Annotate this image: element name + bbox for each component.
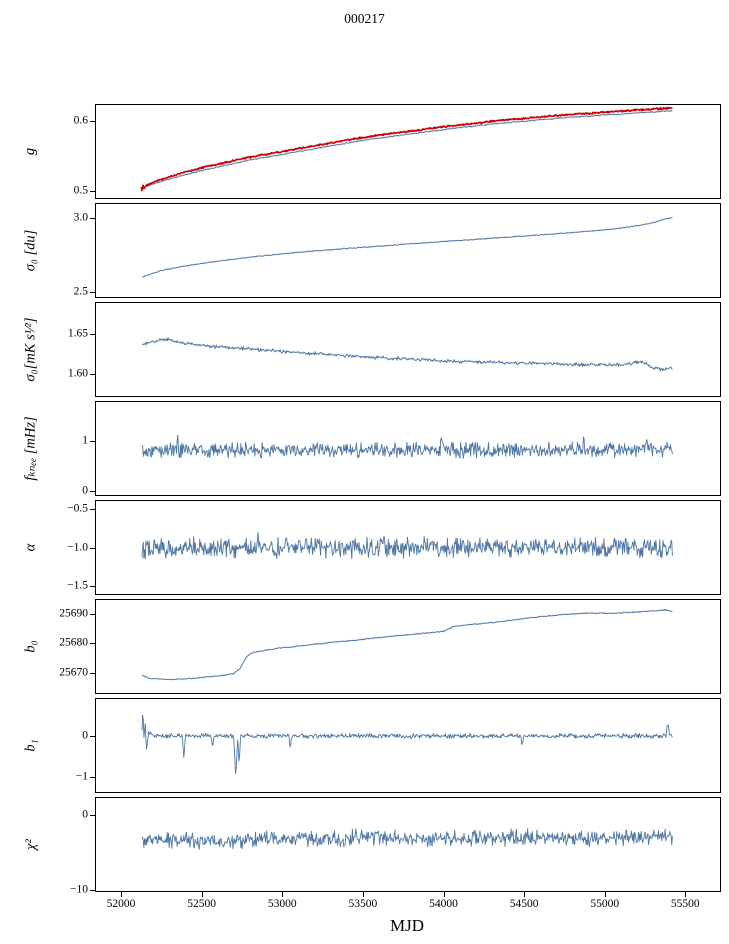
y-tick-mark	[90, 491, 95, 492]
plot-area-alpha	[141, 531, 673, 560]
x-tick-mark	[604, 892, 606, 897]
figure-title: 000217	[344, 11, 385, 26]
plot-area-fknee	[141, 434, 673, 459]
y-tick-label: −10	[70, 882, 88, 895]
y-axis-label-text: g	[22, 147, 39, 156]
panels-container: 0.5 0.6 g 2.5 3.0 σ₀ [du] 1.60 1.65 σ₀[mK s¹⁄²] 0…	[22, 104, 721, 910]
y-tick-label: 25690	[59, 607, 88, 620]
y-tick-label: 0	[82, 807, 88, 820]
y-axis-label-sigma0-du: σ₀ [du]	[18, 204, 44, 297]
y-tick-label: −1.5	[67, 579, 88, 592]
y-tick-label: 2.5	[73, 285, 88, 298]
plot-area-b1	[141, 714, 673, 775]
x-tick-label: 55500	[670, 898, 700, 910]
x-tick-mark	[443, 892, 445, 897]
y-tick-label: 25680	[59, 636, 88, 649]
y-axis-label-text: b₁	[22, 739, 39, 752]
plot-area-b0	[141, 608, 673, 681]
x-tick-mark	[201, 892, 203, 897]
x-tick-label: 53500	[348, 898, 378, 910]
plot-area-sigma0-du	[141, 216, 673, 278]
y-axis-label-text: σ₀ [du]	[22, 229, 39, 272]
y-tick-label: 0.5	[73, 184, 88, 197]
y-tick-mark	[90, 120, 95, 122]
y-tick-label: 0	[82, 729, 88, 742]
y-tick-mark	[90, 218, 95, 219]
y-axis-label-text: fₖₙₑₑ [mHz]	[22, 416, 39, 481]
y-axis-label-chi2: χ²	[18, 798, 44, 891]
y-tick-mark	[90, 889, 95, 891]
plot-area-chi2	[141, 828, 673, 850]
y-axis-label-g: g	[18, 105, 44, 198]
y-axis-label-text: χ²	[22, 839, 39, 850]
x-tick-label: 52500	[187, 898, 216, 910]
y-tick-label: 25670	[59, 665, 88, 678]
x-tick-mark	[362, 892, 364, 897]
series-sigma0-mk	[142, 337, 673, 372]
x-tick-label: 54500	[509, 898, 539, 910]
x-tick-mark	[685, 892, 687, 897]
y-tick-label: −1.0	[67, 540, 88, 553]
y-tick-mark	[90, 776, 95, 778]
y-tick-mark	[90, 814, 95, 816]
y-tick-mark	[90, 292, 95, 293]
y-axis-label-text: b₀	[22, 640, 39, 653]
y-tick-label: −0.5	[67, 501, 88, 514]
y-axis-label-text: α	[22, 543, 39, 552]
panel-b0: 25670 25680 25690 b₀	[22, 599, 721, 694]
y-tick-mark	[90, 586, 95, 588]
y-axis-label-sigma0-mk: σ₀[mK s¹⁄²]	[18, 303, 44, 396]
y-tick-mark	[90, 643, 95, 645]
y-tick-mark	[90, 613, 95, 615]
y-tick-mark	[90, 508, 95, 510]
x-tick-mark	[121, 892, 122, 897]
series-sigma0-du	[141, 216, 673, 278]
y-tick-mark	[90, 547, 95, 549]
panel-fknee: 0 1 fₖₙₑₑ [mHz]	[23, 401, 721, 496]
y-axis-label-b1: b₁	[18, 699, 44, 792]
series-b1	[141, 714, 673, 775]
y-axis-label-fknee: fₖₙₑₑ [mHz]	[18, 402, 44, 495]
x-axis-title: MJD	[389, 916, 424, 935]
series-fknee	[141, 434, 673, 459]
series-g-blue	[141, 109, 673, 189]
y-tick-mark	[90, 334, 95, 336]
panel-g: 0.5 0.6 g	[23, 104, 721, 199]
panel-b1: 0 −1 b₁	[22, 698, 721, 793]
y-tick-label: −1	[75, 770, 88, 783]
series-chi2	[141, 828, 673, 850]
x-tick-label: 52000	[106, 898, 136, 910]
x-tick-label: 55000	[590, 898, 620, 910]
y-tick-label: 1.60	[67, 367, 88, 380]
series-alpha	[141, 531, 673, 560]
panel-sigma0-du: 2.5 3.0 σ₀ [du]	[23, 203, 721, 298]
plot-area-sigma0-mk	[142, 337, 673, 372]
series-b0	[141, 608, 673, 681]
y-tick-mark	[90, 374, 95, 376]
panel-sigma0-mk: 1.60 1.65 σ₀[mK s¹⁄²]	[23, 302, 721, 397]
y-tick-label: 0	[82, 484, 88, 497]
y-tick-label: 0.6	[73, 113, 88, 126]
x-tick-label: 53000	[267, 898, 297, 910]
y-tick-label: 3.0	[73, 211, 88, 224]
y-axis-label-b0: b₀	[18, 600, 44, 693]
x-tick-mark	[282, 892, 284, 897]
panel-alpha: −0.5 −1.0 −1.5 α	[23, 500, 721, 595]
y-axis-label-text: σ₀[mK s¹⁄²]	[22, 317, 39, 382]
x-tick-label: 54000	[429, 898, 458, 910]
y-tick-mark	[90, 191, 95, 192]
y-tick-mark	[90, 735, 95, 737]
series-g-red	[140, 106, 673, 192]
x-tick-mark	[524, 892, 526, 897]
plot-area-g	[140, 106, 673, 192]
y-tick-mark	[90, 672, 95, 674]
y-tick-label: 1.65	[67, 327, 88, 340]
y-tick-label: 1	[82, 434, 88, 447]
y-axis-label-alpha: α	[18, 501, 44, 594]
y-tick-mark	[90, 441, 95, 442]
panel-chi2: 0 −10 χ² 52000 52500 53000 53500 54000 54500 5500…	[22, 797, 721, 910]
